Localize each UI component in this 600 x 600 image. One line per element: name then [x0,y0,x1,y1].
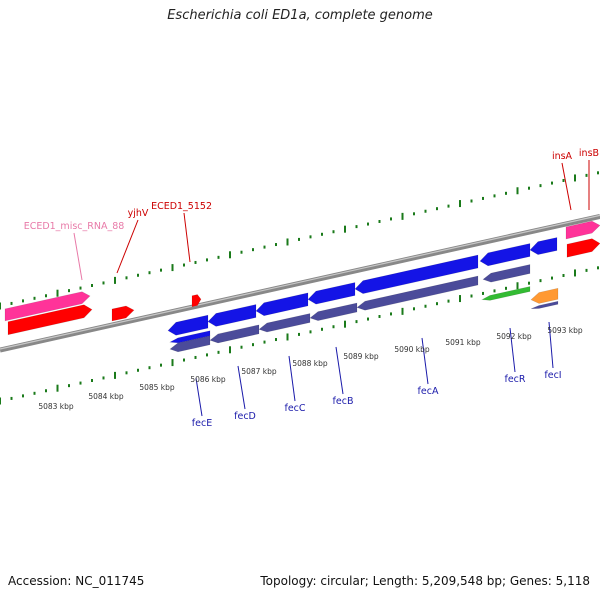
genome-summary-text: Topology: circular; Length: 5,209,548 bp… [260,574,590,588]
misc-rna-arrow-right [565,220,600,240]
leader-line-forward [561,162,572,211]
feci-orange-segment [530,287,559,304]
fecr-arrow [479,243,531,267]
reverse-gene-label: fecD [234,411,256,422]
reverse-gene-label: fecA [418,386,439,397]
accession-text: Accession: NC_011745 [8,574,145,588]
shadow-track-segment [209,324,260,344]
reverse-gene-label: fecR [504,374,525,385]
reverse-gene-label: fecE [192,418,212,429]
scale-label: 5089 kbp [343,352,379,361]
backbone-line [0,213,600,353]
eced1-5152-arrow [191,294,202,308]
fecb-arrow [307,282,356,305]
reverse-gene-label: fecC [284,403,305,414]
leader-line-forward [183,212,191,263]
feci-arrow [529,237,558,256]
scale-label: 5084 kbp [88,392,124,401]
yjhv-arrow [111,305,135,322]
reverse-gene-label: fecB [333,396,354,407]
scale-label: 5092 kbp [496,332,532,341]
scale-label: 5091 kbp [445,338,481,347]
fecr-green-segment [480,286,531,301]
forward-gene-label: yjhV [128,208,149,219]
shadow-track-segment [356,275,479,311]
leader-line-reverse [237,365,246,410]
insa-insb-arrow [566,238,600,258]
leader-line-forward [73,232,83,281]
fecc-arrow [255,292,309,317]
scale-label: 5093 kbp [547,326,583,335]
shadow-track-segment [482,264,531,283]
shadow-track-segment [309,302,358,321]
scale-label: 5083 kbp [38,402,74,411]
fecd-arrow [207,304,257,327]
leader-line-forward [116,219,139,274]
scale-label: 5086 kbp [190,375,226,384]
backbone-highlight [0,214,600,350]
scale-label: 5088 kbp [292,359,328,368]
feca-arrow [354,254,479,294]
feci-shadow-segment [530,300,559,310]
tick-marks [0,171,599,405]
forward-gene-label: ECED1_5152 [151,201,212,212]
forward-gene-label: insA [552,151,573,162]
scale-labels: 5083 kbp 5084 kbp 5085 kbp 5086 kbp 5087 kbp… [38,326,583,411]
misc-rna-arrow [4,291,91,322]
scale-label: 5085 kbp [139,383,175,392]
leader-line-reverse [335,346,344,395]
reverse-gene-label: fecI [544,370,561,381]
leader-line-reverse [509,327,516,373]
forward-gene-label: insB [579,148,599,159]
scale-label: 5090 kbp [394,345,430,354]
shadow-track-segment [258,313,311,333]
forward-gene-label: ECED1_misc_RNA_88 [24,221,125,232]
genome-backbone [0,213,600,353]
feature-track [4,220,600,353]
gene-arrow-forward [7,304,93,336]
leader-line-reverse [548,321,554,369]
leader-line-reverse [421,337,429,385]
map-title: Escherichia coli ED1a, complete genome [167,8,433,23]
scale-label: 5087 kbp [241,367,277,376]
leader-line-reverse [195,377,203,417]
fece-inner-segment [168,330,211,344]
leader-line-reverse [288,355,296,402]
